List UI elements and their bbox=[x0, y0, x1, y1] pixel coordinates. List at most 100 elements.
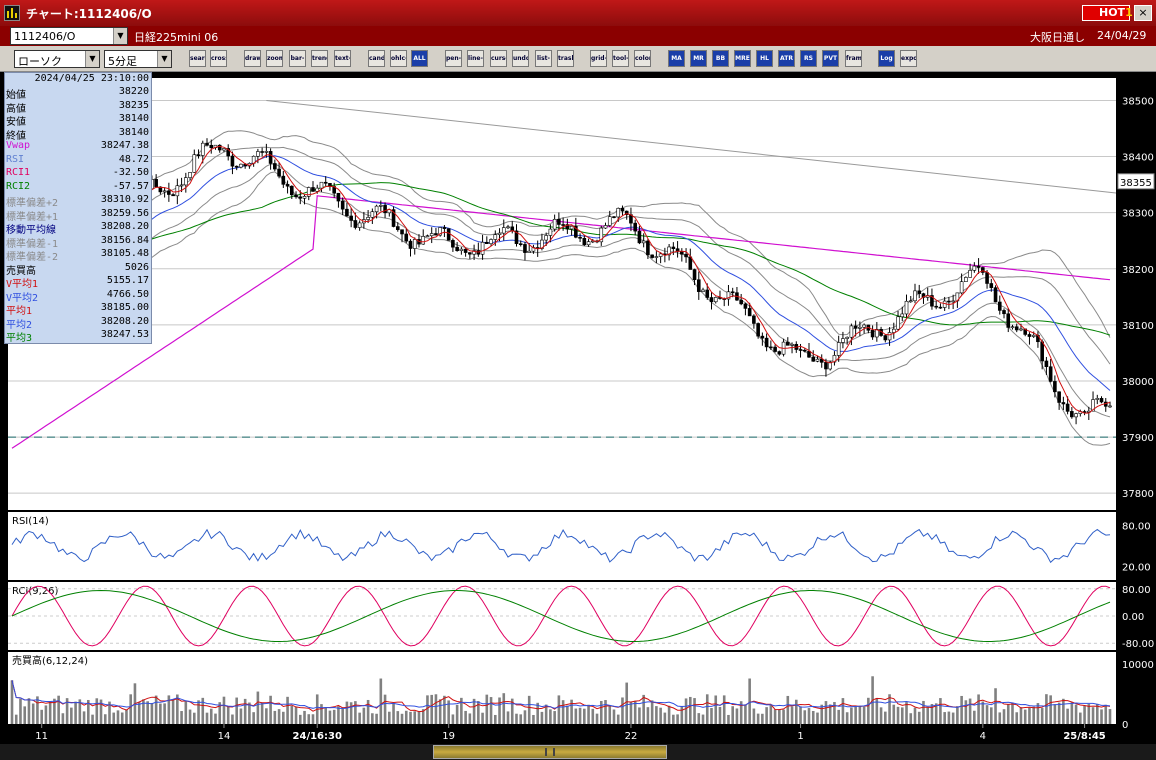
pen-icon[interactable]: pen-icon bbox=[445, 50, 462, 67]
toolbar-hl-button[interactable]: HL bbox=[756, 50, 773, 67]
volume-bar bbox=[1095, 703, 1099, 724]
tool-icon[interactable]: tool-icon bbox=[612, 50, 629, 67]
candle bbox=[777, 351, 782, 355]
bar-icon[interactable]: bar-icon bbox=[289, 50, 306, 67]
search-icon[interactable]: search-icon bbox=[189, 50, 206, 67]
chevron-down-icon[interactable]: ▼ bbox=[157, 51, 171, 67]
candle-icon[interactable]: candle-icon bbox=[368, 50, 385, 67]
toolbar-log-button[interactable]: Log bbox=[878, 50, 895, 67]
volume-bar bbox=[739, 701, 743, 724]
candle bbox=[302, 196, 307, 199]
candle bbox=[1002, 310, 1006, 315]
trend-line[interactable] bbox=[266, 99, 1117, 194]
candle bbox=[633, 222, 637, 232]
volume-bar bbox=[684, 698, 688, 724]
hot-button[interactable]: HOT1 bbox=[1082, 5, 1133, 21]
candle bbox=[1006, 313, 1011, 328]
volume-bar bbox=[549, 709, 552, 724]
data-row-label: RCI1 bbox=[6, 167, 31, 178]
text-icon[interactable]: text-icon bbox=[334, 50, 351, 67]
volume-bar bbox=[116, 710, 120, 724]
chevron-down-icon[interactable]: ▼ bbox=[113, 28, 127, 44]
symbol-select[interactable]: 1112406/O ▼ bbox=[10, 27, 128, 45]
volume-bar bbox=[667, 705, 671, 724]
volume-bar bbox=[184, 701, 188, 724]
color-icon[interactable]: color-icon bbox=[634, 50, 651, 67]
candle bbox=[726, 291, 731, 300]
horizontal-scrollbar[interactable] bbox=[0, 744, 1156, 760]
toolbar-bb-button[interactable]: BB bbox=[712, 50, 729, 67]
toolbar-rs-button[interactable]: RS bbox=[800, 50, 817, 67]
price-axis-label: 37800 bbox=[1122, 489, 1154, 500]
candle bbox=[607, 216, 612, 226]
toolbar-atr-button[interactable]: ATR bbox=[778, 50, 795, 67]
toolbar-ma-button[interactable]: MA bbox=[668, 50, 685, 67]
candle bbox=[913, 290, 917, 302]
volume-bar bbox=[973, 710, 976, 724]
candle bbox=[268, 151, 273, 164]
data-row-label: 平均1 bbox=[6, 306, 33, 317]
candle bbox=[438, 227, 442, 236]
chevron-down-icon[interactable]: ▼ bbox=[85, 51, 99, 67]
export-icon[interactable]: export-icon bbox=[900, 50, 917, 67]
rsi-panel[interactable] bbox=[8, 512, 1116, 580]
toolbar-pvt-button[interactable]: PVT bbox=[822, 50, 839, 67]
scrollbar-thumb[interactable] bbox=[433, 745, 667, 759]
volume-bar bbox=[1002, 709, 1006, 724]
volume-bar bbox=[252, 712, 255, 724]
candle bbox=[353, 220, 358, 228]
main-panel[interactable] bbox=[8, 78, 1116, 510]
data-row: 終値 38140 bbox=[5, 127, 151, 142]
data-row-label: 安値 bbox=[6, 117, 26, 128]
volume-bar bbox=[676, 714, 679, 724]
candle bbox=[819, 358, 824, 363]
chart-area[interactable]: 38500 38400 38300 38200 38100 38000 37900 37800… bbox=[0, 72, 1156, 760]
rsi-axis-label: 20.00 bbox=[1122, 562, 1151, 573]
toolbar-all-button[interactable]: ALL bbox=[411, 50, 428, 67]
crosshair-icon[interactable]: crosshair-icon bbox=[210, 50, 227, 67]
volume-bar bbox=[176, 694, 179, 724]
interval-select[interactable]: 5分足 ▼ bbox=[104, 50, 172, 68]
data-row-value: -32.50 bbox=[112, 167, 149, 178]
volume-bar bbox=[532, 714, 535, 724]
chart-canvas[interactable]: 38500 38400 38300 38200 38100 38000 37900 37800… bbox=[0, 72, 1156, 744]
candle bbox=[747, 308, 752, 317]
ohlc-icon[interactable]: ohlc-icon bbox=[390, 50, 407, 67]
volume-bar bbox=[472, 698, 476, 724]
candle bbox=[294, 194, 298, 198]
volume-bar bbox=[282, 711, 285, 724]
volume-bar bbox=[294, 706, 298, 724]
draw-icon[interactable]: draw-icon bbox=[244, 50, 261, 67]
time-axis-label: 24/16:30 bbox=[293, 731, 342, 742]
candle bbox=[620, 207, 625, 212]
zoom-icon[interactable]: zoom-icon bbox=[266, 50, 283, 67]
volume-bar bbox=[1104, 704, 1108, 724]
candle bbox=[798, 349, 803, 351]
candle bbox=[997, 301, 1002, 311]
list-icon[interactable]: list-icon bbox=[535, 50, 552, 67]
candle bbox=[391, 209, 396, 227]
candle bbox=[217, 144, 222, 151]
candle bbox=[976, 265, 981, 268]
volume-bar bbox=[498, 697, 501, 724]
data-row-value: 38208.20 bbox=[100, 221, 149, 232]
volume-bar bbox=[371, 713, 374, 724]
volume-bar bbox=[180, 711, 183, 724]
volume-bar bbox=[1083, 705, 1086, 724]
trash-icon[interactable]: trash-icon bbox=[557, 50, 574, 67]
volume-bar bbox=[226, 706, 230, 724]
frame-icon[interactable]: frame-icon bbox=[845, 50, 862, 67]
candle bbox=[162, 190, 167, 193]
candle bbox=[340, 200, 345, 210]
line-icon[interactable]: line-icon bbox=[467, 50, 484, 67]
toolbar-mr-button[interactable]: MR bbox=[690, 50, 707, 67]
cursor-icon[interactable]: cursor-icon bbox=[490, 50, 507, 67]
trend-icon[interactable]: trend-icon bbox=[311, 50, 328, 67]
undo-icon[interactable]: undo-icon bbox=[512, 50, 529, 67]
volume-bar bbox=[481, 712, 484, 724]
close-button[interactable]: × bbox=[1134, 5, 1152, 21]
grid-icon[interactable]: grid-icon bbox=[590, 50, 607, 67]
volume-bar bbox=[769, 704, 773, 724]
toolbar-mre-button[interactable]: MRE bbox=[734, 50, 751, 67]
chart-type-select[interactable]: ローソク ▼ bbox=[14, 50, 100, 68]
